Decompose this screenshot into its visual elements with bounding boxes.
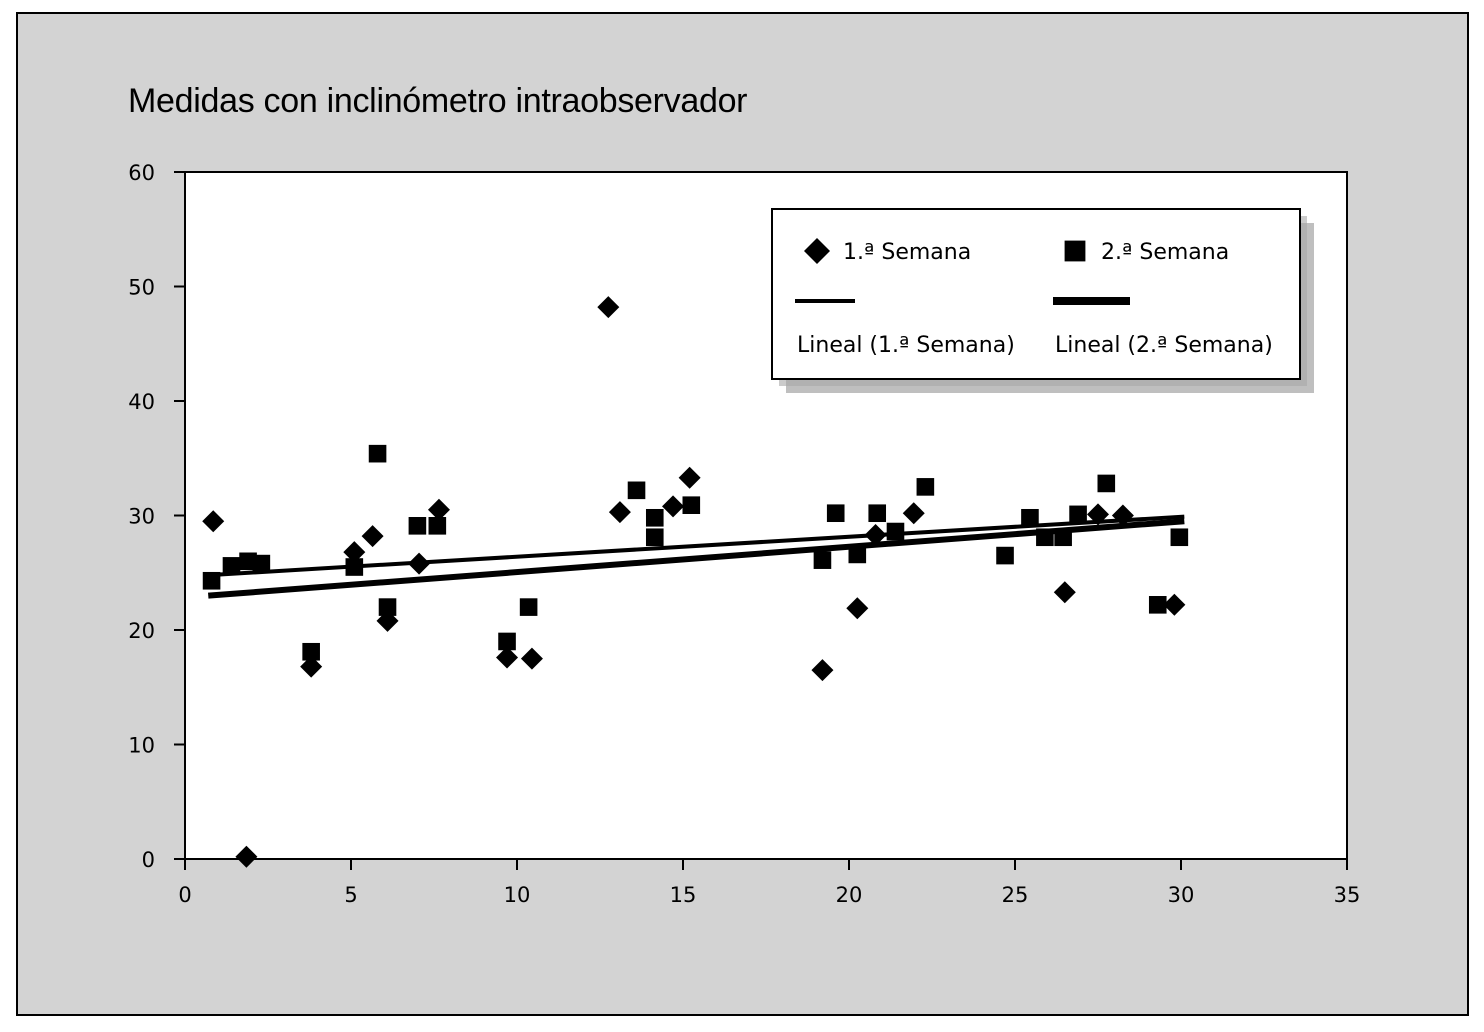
- week1-point: [427, 498, 450, 521]
- week2-point: [239, 552, 257, 571]
- week2-point: [302, 642, 320, 661]
- week2-point: [868, 504, 887, 523]
- legend-label-series-2: 2.ª Semana: [1101, 240, 1229, 265]
- week1-point: [235, 845, 258, 868]
- week1-point: [1163, 593, 1186, 616]
- trendline-2: [208, 518, 1185, 599]
- week1-point: [343, 541, 366, 564]
- legend-marker-1: [804, 238, 830, 264]
- x-tick-label: 25: [1002, 883, 1029, 907]
- week2-point: [1097, 474, 1116, 493]
- week2-point: [368, 444, 387, 463]
- week2-point: [202, 571, 221, 590]
- week2-point: [682, 496, 701, 514]
- week2-point: [222, 557, 241, 575]
- x-tick-label: 35: [1334, 883, 1361, 907]
- week1-point: [662, 495, 685, 518]
- week2-point: [498, 632, 516, 651]
- week1-point: [864, 523, 887, 546]
- week1-point: [300, 655, 323, 678]
- x-tick-label: 0: [178, 883, 191, 907]
- week1-point: [520, 647, 543, 670]
- week2-point: [428, 517, 447, 535]
- week2-point: [627, 481, 646, 500]
- week2-point: [1021, 508, 1039, 527]
- week2-point: [1069, 505, 1087, 524]
- x-tick-label: 10: [504, 883, 531, 907]
- week2-point: [345, 558, 364, 576]
- chart-title: Medidas con inclinómetro intraobservador: [128, 82, 748, 120]
- week1-point: [202, 510, 225, 533]
- week1-point: [597, 296, 620, 319]
- week1-point: [1111, 504, 1134, 527]
- y-tick-label: 20: [128, 619, 155, 643]
- week1-point: [902, 502, 925, 525]
- legend-label-trend-1: Lineal (1.ª Semana): [797, 333, 1015, 358]
- week2-point: [848, 545, 867, 564]
- week2-point: [1170, 528, 1189, 547]
- y-tick-label: 40: [128, 390, 155, 414]
- week1-point: [1087, 503, 1109, 526]
- y-tick-label: 30: [128, 505, 155, 529]
- week1-point: [846, 597, 869, 620]
- week1-point: [811, 659, 834, 682]
- week2-point: [996, 546, 1014, 565]
- week1-point: [678, 466, 701, 489]
- week2-point: [252, 554, 271, 573]
- week2-point: [378, 598, 397, 616]
- week2-point: [645, 528, 664, 547]
- x-tick-label: 15: [670, 883, 697, 907]
- x-tick-label: 20: [836, 883, 863, 907]
- week2-point: [826, 504, 845, 523]
- y-tick-label: 0: [142, 848, 155, 872]
- y-tick-label: 10: [128, 734, 155, 758]
- week1-point: [496, 646, 519, 669]
- week1-point: [1053, 581, 1076, 604]
- week2-point: [1148, 596, 1167, 614]
- week2-point: [1054, 528, 1072, 547]
- week2-point: [1036, 528, 1054, 547]
- legend-label-trend-2: Lineal (2.ª Semana): [1055, 333, 1273, 358]
- week1-point: [408, 552, 431, 575]
- week1-point: [361, 525, 384, 548]
- week2-point: [408, 517, 427, 535]
- x-tick-label: 5: [344, 883, 357, 907]
- week2-point: [645, 508, 664, 527]
- week2-point: [886, 522, 905, 541]
- legend-box: [771, 208, 1301, 380]
- week1-point: [608, 501, 631, 524]
- legend-label-series-1: 1.ª Semana: [843, 240, 971, 265]
- week2-point: [519, 598, 538, 616]
- week2-point: [813, 551, 832, 569]
- y-tick-label: 60: [128, 161, 155, 185]
- legend-marker-2: [1064, 240, 1086, 262]
- x-tick-label: 30: [1168, 883, 1195, 907]
- week2-point: [916, 478, 935, 496]
- y-tick-label: 50: [128, 276, 155, 300]
